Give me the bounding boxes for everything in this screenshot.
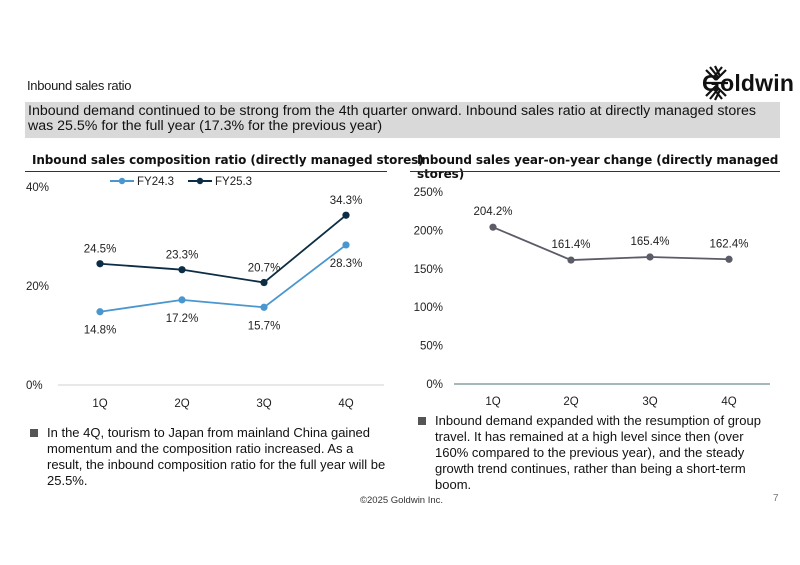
x-tick-label: 1Q	[485, 396, 500, 408]
data-label: 162.4%	[709, 238, 748, 250]
y-tick-label: 0%	[26, 380, 43, 392]
x-tick-label: 3Q	[642, 396, 657, 408]
left-title-divider	[25, 171, 387, 172]
data-label: 165.4%	[630, 236, 669, 248]
data-label: 14.8%	[84, 325, 117, 337]
right-title-divider	[410, 171, 780, 172]
data-point	[178, 296, 186, 304]
y-tick-label: 250%	[414, 187, 443, 199]
data-label: 34.3%	[330, 195, 363, 207]
y-tick-label: 0%	[426, 379, 443, 391]
bullet-square-icon	[30, 429, 38, 437]
copyright: ©2025 Goldwin Inc.	[360, 495, 444, 506]
data-point	[96, 260, 104, 268]
page-label: Inbound sales ratio	[27, 78, 132, 93]
data-point	[342, 241, 350, 249]
data-label: 24.5%	[84, 244, 117, 256]
series-line	[492, 226, 730, 261]
data-point	[178, 266, 186, 274]
data-label: 20.7%	[248, 263, 281, 275]
y-tick-label: 200%	[414, 225, 443, 237]
data-label: 204.2%	[473, 206, 512, 218]
data-point	[96, 308, 104, 316]
data-label: 28.3%	[330, 258, 363, 270]
data-point	[342, 211, 350, 219]
left-bullet-text: In the 4Q, tourism to Japan from mainlan…	[47, 425, 386, 488]
x-tick-label: 4Q	[338, 398, 353, 410]
data-point	[489, 223, 497, 231]
y-tick-label: 150%	[414, 264, 443, 276]
y-tick-label: 50%	[420, 341, 443, 353]
right-chart-title: Inbound sales year-on-year change (direc…	[417, 153, 779, 181]
data-label: 15.7%	[248, 320, 281, 332]
right-bullet-text: Inbound demand expanded with the resumpt…	[435, 413, 761, 492]
legend-label: FY24.3	[137, 176, 174, 188]
data-point	[260, 303, 268, 311]
legend-label: FY25.3	[215, 176, 252, 188]
logo-text: Goldwin	[702, 70, 795, 96]
headline-banner: Inbound demand continued to be strong fr…	[25, 102, 780, 138]
data-label: 17.2%	[166, 313, 199, 325]
data-label: 23.3%	[166, 250, 199, 262]
y-tick-label: 40%	[26, 182, 49, 194]
x-tick-label: 4Q	[721, 396, 736, 408]
data-point	[725, 255, 733, 263]
x-tick-label: 3Q	[256, 398, 271, 410]
right-bullet-note: Inbound demand expanded with the resumpt…	[418, 413, 768, 493]
y-tick-label: 20%	[26, 281, 49, 293]
x-tick-label: 2Q	[563, 396, 578, 408]
data-point	[646, 253, 654, 261]
page-number: 7	[773, 493, 779, 504]
series-line	[99, 214, 347, 284]
legend-marker	[118, 177, 126, 185]
bullet-square-icon	[418, 417, 426, 425]
data-point	[567, 256, 575, 264]
goldwin-logo-icon	[704, 65, 728, 101]
left-bullet-note: In the 4Q, tourism to Japan from mainlan…	[30, 425, 392, 489]
series-line	[99, 244, 347, 313]
data-point	[260, 278, 268, 287]
legend-marker	[196, 177, 204, 185]
x-tick-label: 2Q	[174, 398, 189, 410]
x-tick-label: 1Q	[92, 398, 107, 410]
data-label: 161.4%	[551, 239, 590, 251]
left-chart-title: Inbound sales composition ratio (directl…	[32, 153, 424, 167]
y-tick-label: 100%	[414, 302, 443, 314]
